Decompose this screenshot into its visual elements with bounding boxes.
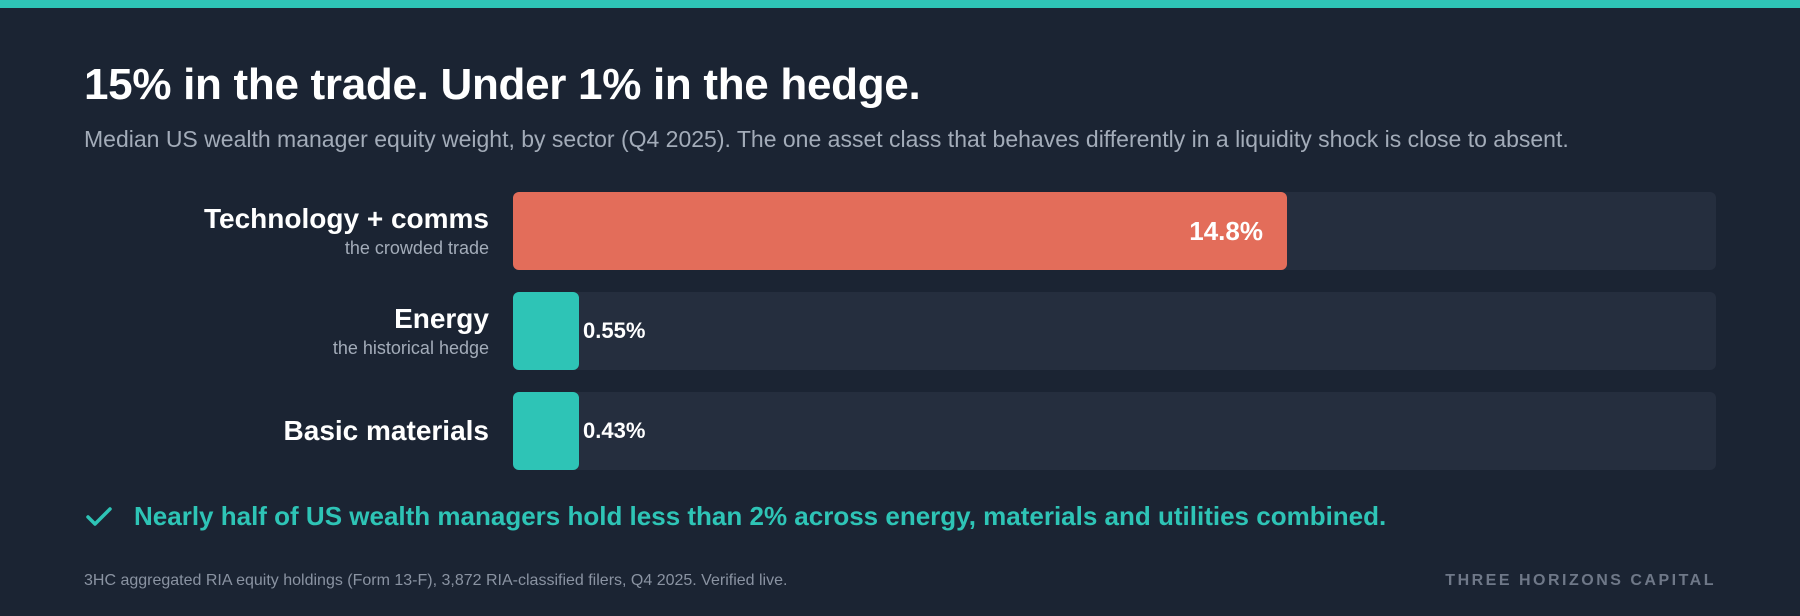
source-note: 3HC aggregated RIA equity holdings (Form… xyxy=(84,572,788,589)
category-note: the crowded trade xyxy=(344,238,489,258)
bar-row: Technology + comms the crowded trade 14.8% xyxy=(0,192,1800,270)
bar xyxy=(513,392,579,470)
bar-track: 0.55% xyxy=(513,292,1716,370)
bar xyxy=(513,292,579,370)
value-label: 14.8% xyxy=(1189,216,1263,246)
category-note: the historical hedge xyxy=(332,338,489,358)
category-name: Technology + comms xyxy=(204,203,489,234)
accent-top-bar xyxy=(0,0,1800,8)
bar-chart: Technology + comms the crowded trade 14.8%… xyxy=(0,188,1800,478)
category-label: Energy the historical hedge xyxy=(84,292,489,370)
bar xyxy=(513,192,1287,270)
chart-subtitle: Median US wealth manager equity weight, … xyxy=(84,126,1569,152)
value-label: 0.43% xyxy=(583,418,646,443)
value-label: 0.55% xyxy=(583,318,646,343)
check-icon xyxy=(86,507,112,526)
category-name: Energy xyxy=(394,303,489,334)
bar-track: 0.43% xyxy=(513,392,1716,470)
bar-track: 14.8% xyxy=(513,192,1716,270)
bar-row: Basic materials 0.43% xyxy=(0,392,1800,470)
takeaway-text: Nearly half of US wealth managers hold l… xyxy=(134,500,1387,531)
brand-wordmark: THREE HORIZONS CAPITAL xyxy=(1445,572,1716,589)
category-label: Technology + comms the crowded trade xyxy=(84,192,489,270)
bar-row: Energy the historical hedge 0.55% xyxy=(0,292,1800,370)
category-name: Basic materials xyxy=(283,415,489,446)
chart-title: 15% in the trade. Under 1% in the hedge. xyxy=(84,60,921,109)
key-takeaway: Nearly half of US wealth managers hold l… xyxy=(84,496,1386,536)
category-label: Basic materials xyxy=(84,392,489,470)
